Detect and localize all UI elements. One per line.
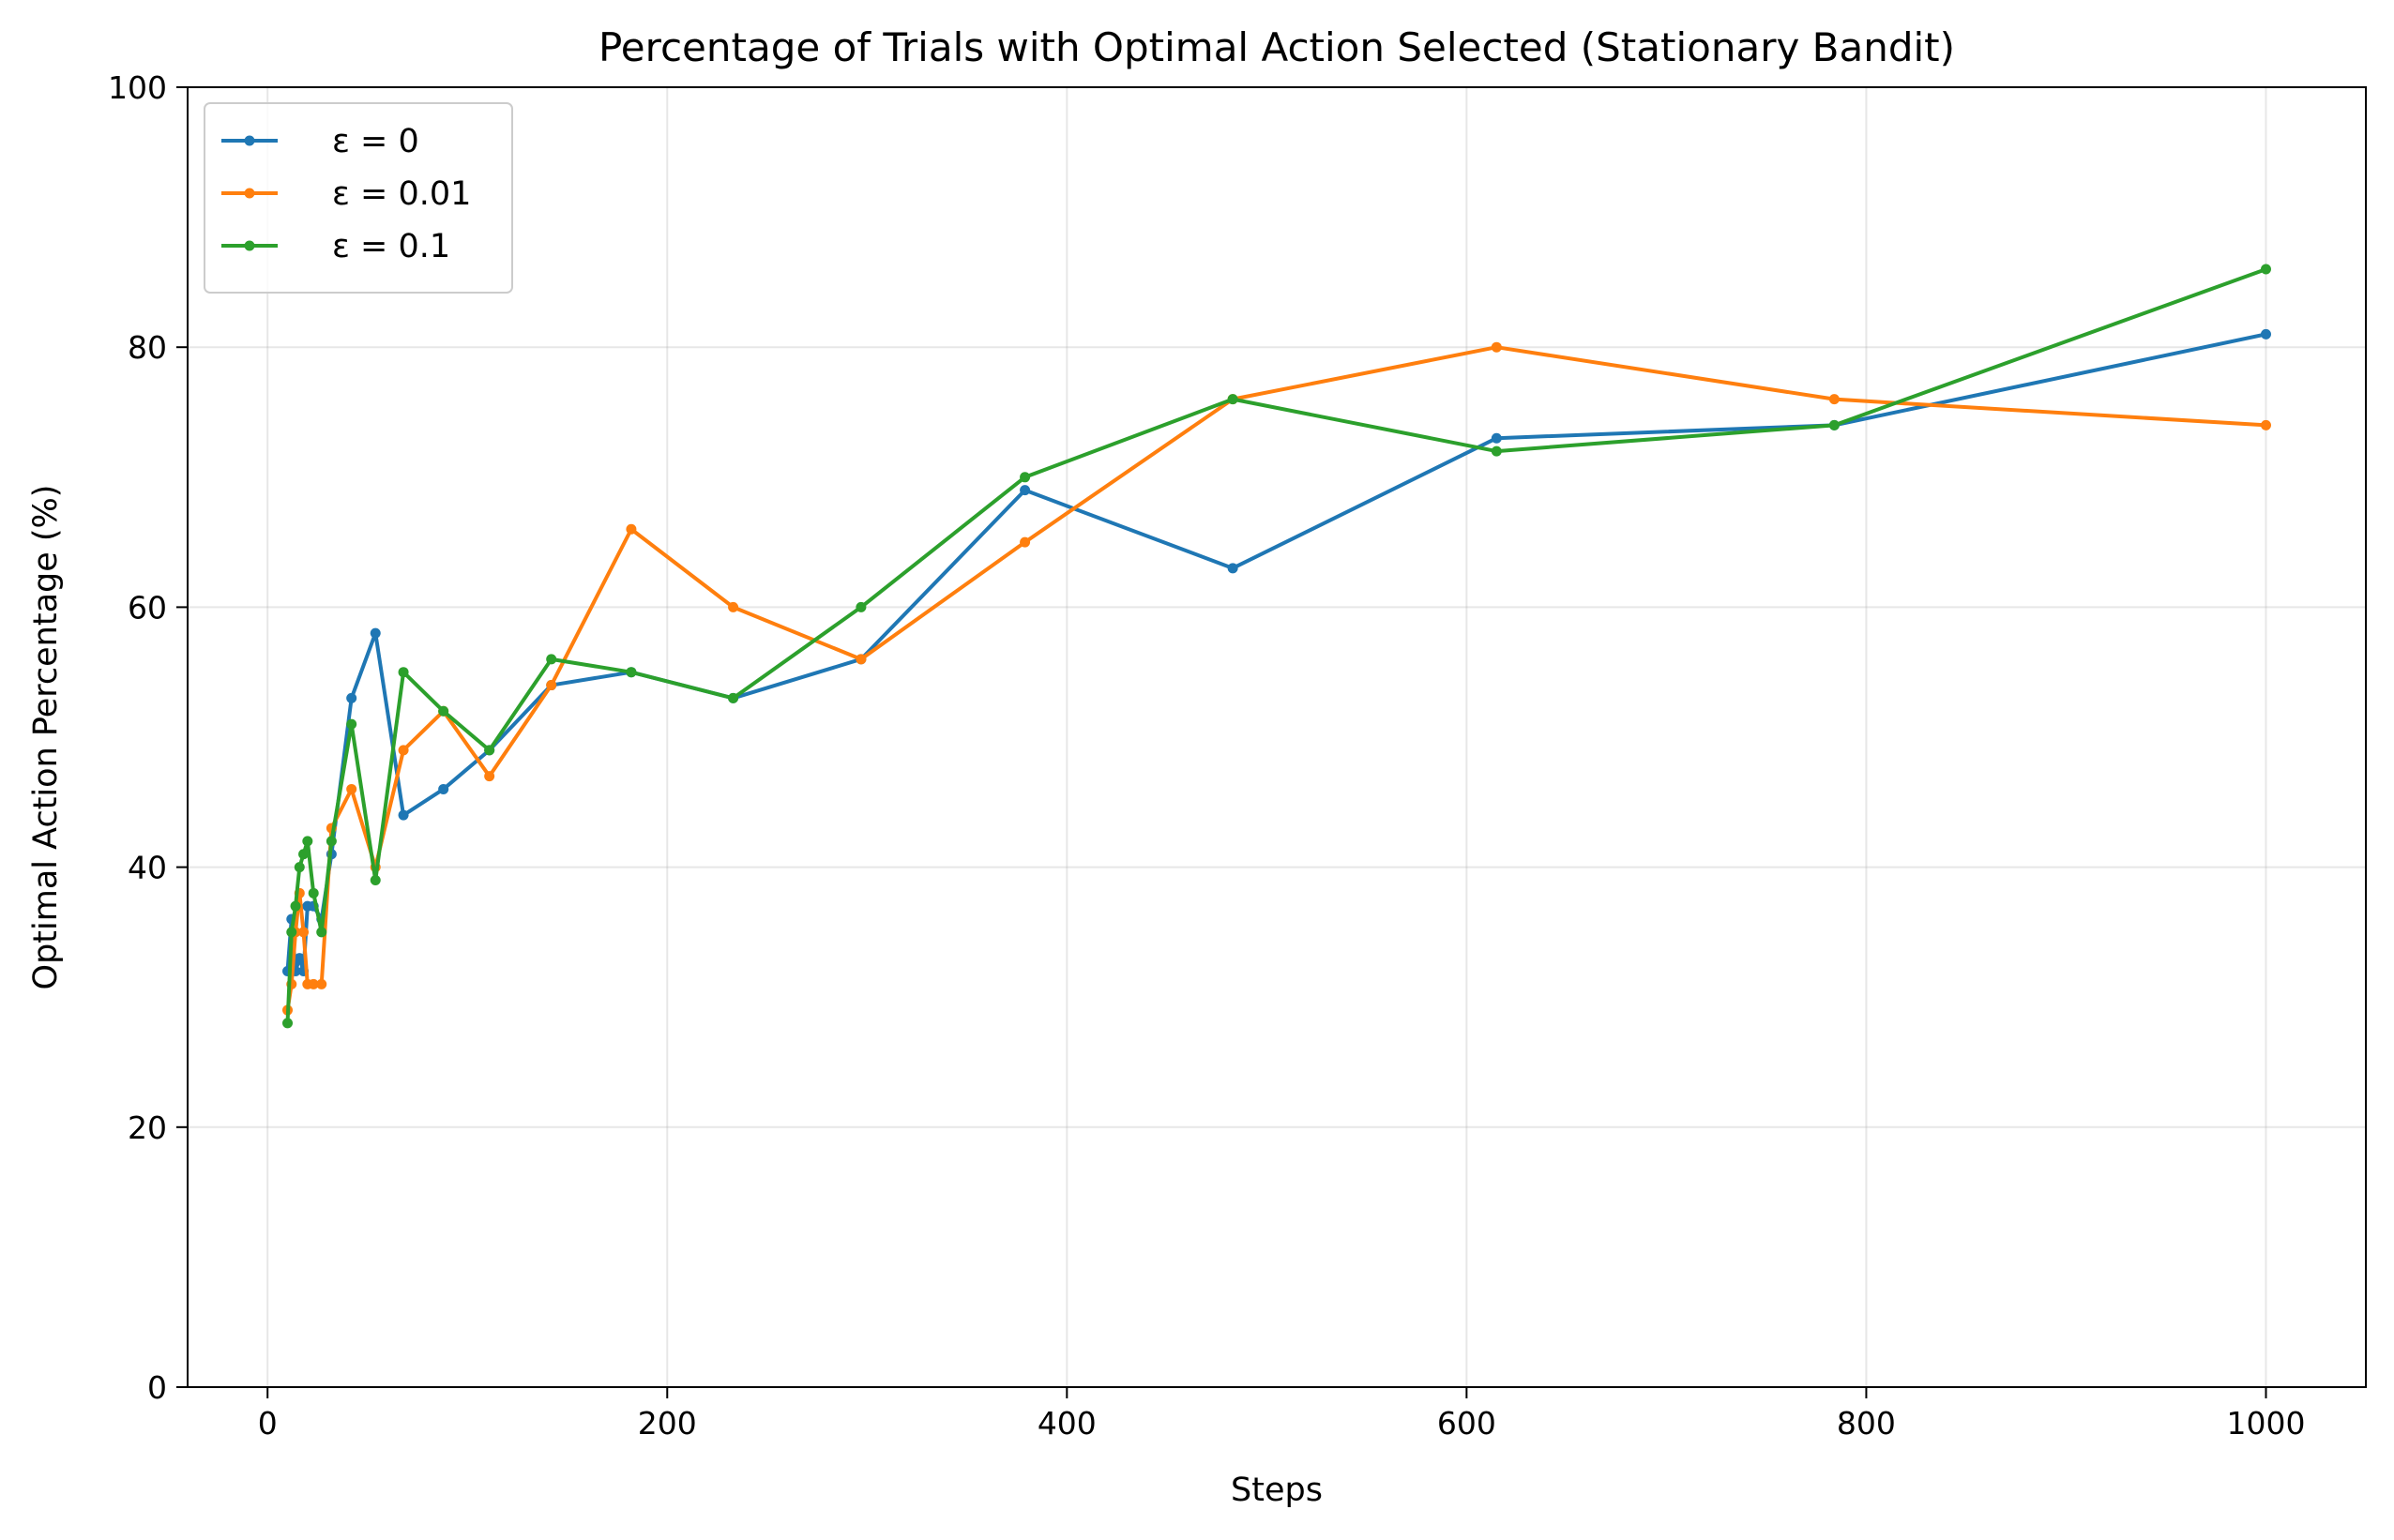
legend-swatch-marker bbox=[244, 135, 255, 146]
data-point bbox=[298, 849, 310, 860]
x-tick-label: 200 bbox=[638, 1405, 697, 1442]
series-3 bbox=[282, 264, 2271, 1029]
data-point bbox=[326, 836, 337, 847]
x-tick-label: 1000 bbox=[2226, 1405, 2305, 1442]
data-point bbox=[308, 978, 319, 989]
data-point bbox=[1227, 394, 1238, 405]
y-axis-label: Optimal Action Percentage (%) bbox=[27, 485, 65, 990]
data-point bbox=[346, 692, 357, 703]
data-point bbox=[1491, 432, 1502, 444]
data-point bbox=[728, 601, 739, 612]
data-point bbox=[1491, 341, 1502, 353]
y-tick-label: 100 bbox=[108, 69, 167, 106]
legend: ε = 0 ε = 0.01 ε = 0.1 bbox=[204, 102, 513, 294]
data-point bbox=[398, 667, 409, 678]
data-point bbox=[856, 601, 867, 612]
x-tick-label: 600 bbox=[1437, 1405, 1496, 1442]
data-point bbox=[1020, 536, 1031, 548]
data-point bbox=[626, 523, 637, 535]
data-point bbox=[290, 900, 301, 912]
data-point bbox=[438, 705, 449, 717]
y-tick-label: 80 bbox=[128, 329, 167, 366]
data-point bbox=[1828, 394, 1840, 405]
data-point bbox=[1020, 485, 1031, 496]
data-point bbox=[346, 783, 357, 794]
data-point bbox=[484, 745, 495, 756]
x-tick-label: 800 bbox=[1837, 1405, 1896, 1442]
y-tick-label: 0 bbox=[147, 1369, 167, 1406]
data-point bbox=[626, 667, 637, 678]
series-group bbox=[282, 264, 2271, 1029]
plot-frame bbox=[187, 86, 2367, 1388]
data-point bbox=[370, 627, 381, 639]
legend-label: ε = 0.1 bbox=[332, 228, 450, 265]
chart-title: Percentage of Trials with Optimal Action… bbox=[598, 24, 1955, 70]
data-point bbox=[484, 771, 495, 782]
x-tick-label: 400 bbox=[1038, 1405, 1097, 1442]
axis-ticks: 0 200 400 600 800 1000 0 20 40 60 80 100 bbox=[108, 69, 2305, 1442]
data-point bbox=[728, 692, 739, 703]
data-point bbox=[282, 1018, 294, 1029]
data-point bbox=[316, 927, 327, 938]
data-point bbox=[1828, 419, 1840, 430]
data-point bbox=[398, 745, 409, 756]
data-point bbox=[2260, 264, 2271, 275]
x-tick-label: 0 bbox=[258, 1405, 278, 1442]
legend-swatch-marker bbox=[244, 188, 255, 199]
data-point bbox=[546, 680, 557, 691]
data-point bbox=[438, 783, 449, 794]
y-tick-label: 40 bbox=[128, 850, 167, 886]
data-point bbox=[546, 654, 557, 665]
legend-box bbox=[204, 102, 513, 294]
legend-swatch-marker bbox=[244, 240, 255, 251]
data-point bbox=[294, 953, 305, 964]
data-point bbox=[294, 862, 305, 873]
data-point bbox=[1020, 472, 1031, 483]
data-point bbox=[298, 927, 310, 938]
data-point bbox=[856, 654, 867, 665]
data-point bbox=[398, 809, 409, 821]
y-tick-label: 60 bbox=[128, 589, 167, 626]
x-axis-label: Steps bbox=[1231, 1472, 1323, 1509]
data-point bbox=[302, 836, 313, 847]
legend-label: ε = 0 bbox=[332, 123, 419, 160]
data-point bbox=[370, 874, 381, 885]
data-point bbox=[1491, 445, 1502, 457]
data-point bbox=[346, 718, 357, 730]
data-point bbox=[308, 887, 319, 898]
data-point bbox=[2260, 419, 2271, 430]
data-point bbox=[286, 927, 297, 938]
data-point bbox=[1227, 563, 1238, 574]
data-point bbox=[316, 978, 327, 989]
y-tick-label: 20 bbox=[128, 1110, 167, 1146]
data-point bbox=[2260, 328, 2271, 340]
legend-label: ε = 0.01 bbox=[332, 175, 471, 213]
